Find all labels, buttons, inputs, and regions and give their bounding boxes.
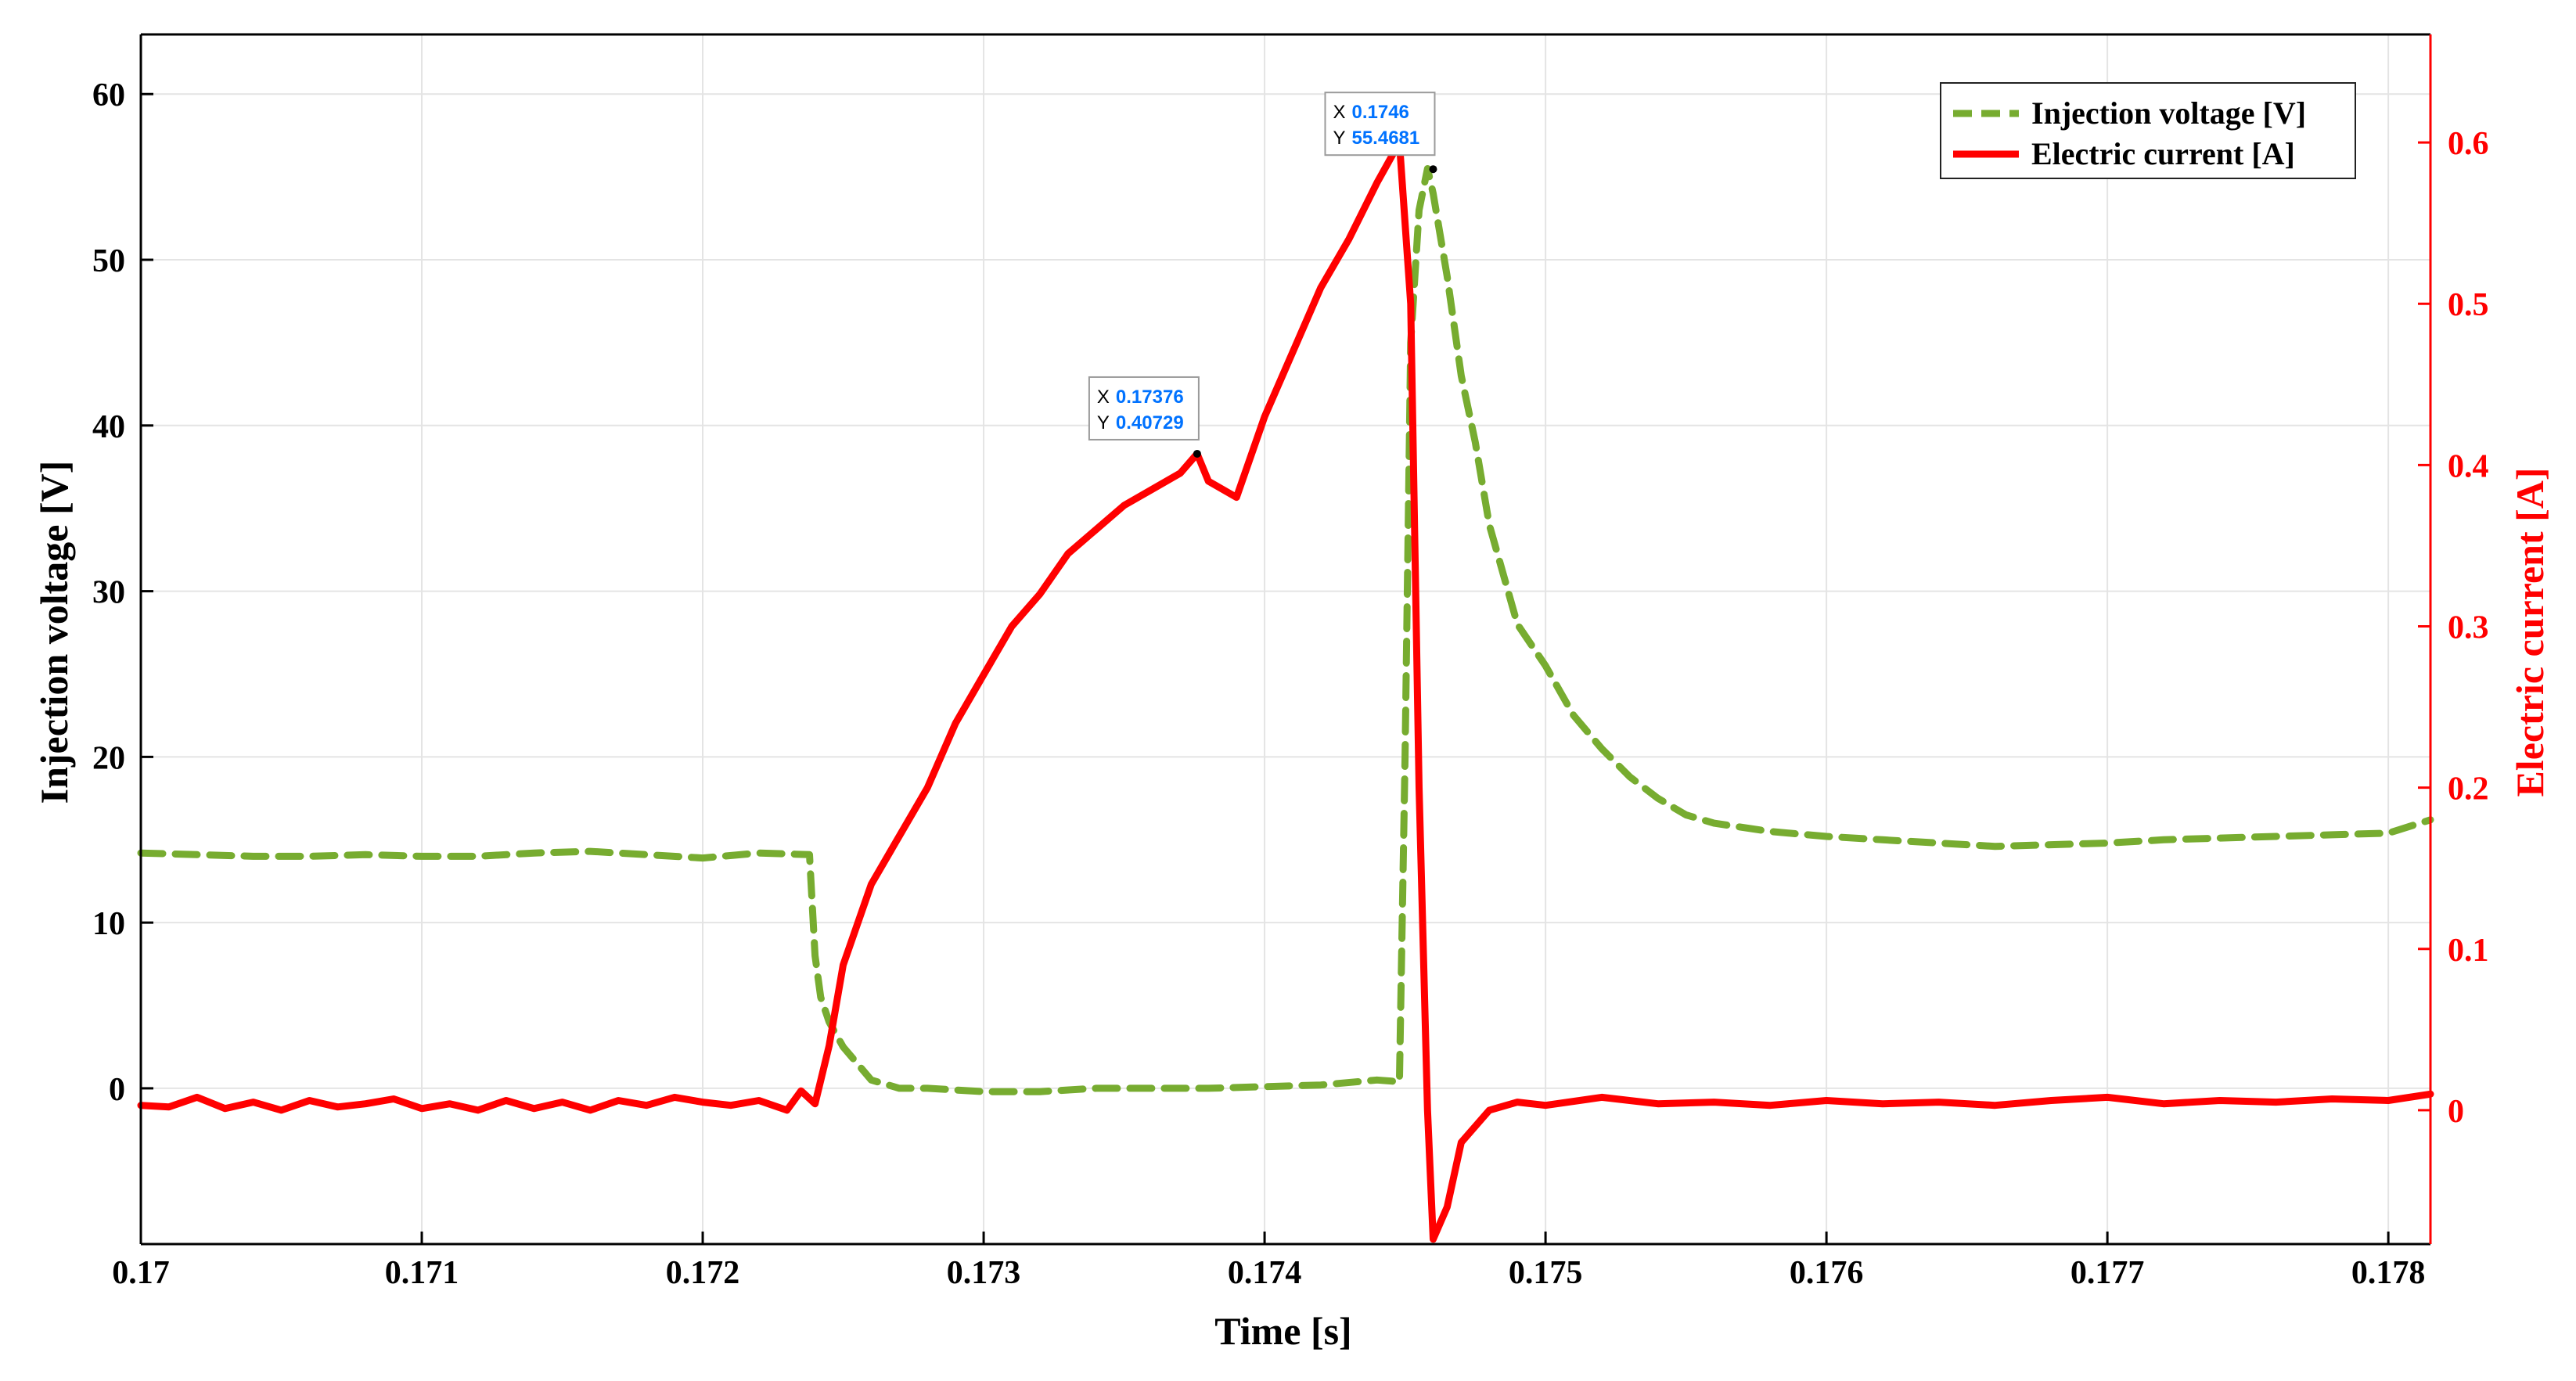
y-left-tick-label: 20 [92,740,125,776]
plot-area [141,34,2430,1244]
datatip-layer: X 0.17376 Y 0.40729 X 0.1746 Y 55.4681 [1088,92,1437,458]
datatip-box [1088,376,1200,441]
axes-layer: 0.17 0.171 0.172 0.173 0.174 0.175 0.176 0.177 0… [92,33,2489,1291]
y-right-tick-label: 0 [2448,1094,2464,1130]
y-right-tick-label: 0.1 [2448,933,2489,969]
voltage-series-line [137,165,2434,1095]
y-right-tick-label: 0.2 [2448,771,2489,807]
series-layer [137,138,2434,1243]
y-left-tick-label: 50 [92,243,125,279]
datatip-x-label: X [1333,102,1345,123]
y-left-tick-label: 10 [92,906,125,942]
datatip-y-label: Y [1097,412,1110,433]
x-tick-label: 0.172 [666,1255,740,1291]
datatip-marker [1193,449,1201,458]
x-axis-label: Time [s] [1214,1309,1351,1353]
x-tick-label: 0.176 [1790,1255,1864,1291]
x-tick-label: 0.177 [2071,1255,2145,1291]
datatip-box [1324,92,1436,156]
legend: Injection voltage [V] Electric current [… [1940,82,2356,179]
datatip-x-value: 0.1746 [1351,102,1409,123]
y-axis-right-label: Electric current [A] [2508,467,2552,797]
x-tick-label: 0.174 [1228,1255,1302,1291]
y-right-tick-label: 0.4 [2448,448,2489,484]
y-right-tick-label: 0.6 [2448,126,2489,162]
datatip-y-value: 55.4681 [1351,128,1419,149]
datatip-y-value: 0.40729 [1116,412,1184,433]
grid-layer [140,34,2430,1244]
x-tick-label: 0.175 [1509,1255,1583,1291]
legend-voltage-label: Injection voltage [V] [2031,95,2306,131]
y-axis-left-label: Injection voltage [V] [32,461,76,804]
datatip-x-value: 0.17376 [1116,387,1184,408]
x-tick-label: 0.173 [947,1255,1021,1291]
y-left-tick-label: 60 [92,77,125,113]
x-tick-label: 0.17 [112,1255,170,1291]
datatip-y-label: Y [1333,128,1345,149]
y-left-tick-label: 0 [109,1072,125,1108]
y-left-tick-label: 40 [92,409,125,445]
y-right-tick-label: 0.5 [2448,287,2489,323]
x-tick-label: 0.178 [2351,1255,2426,1291]
legend-current-label: Electric current [A] [2031,136,2295,171]
y-right-tick-label: 0.3 [2448,610,2489,646]
x-tick-label: 0.171 [385,1255,459,1291]
datatip-x-label: X [1097,387,1110,408]
legend-box [1940,82,2356,179]
current-series-line [137,138,2434,1243]
y-left-tick-label: 30 [92,575,125,611]
datatip-marker [1429,165,1437,174]
